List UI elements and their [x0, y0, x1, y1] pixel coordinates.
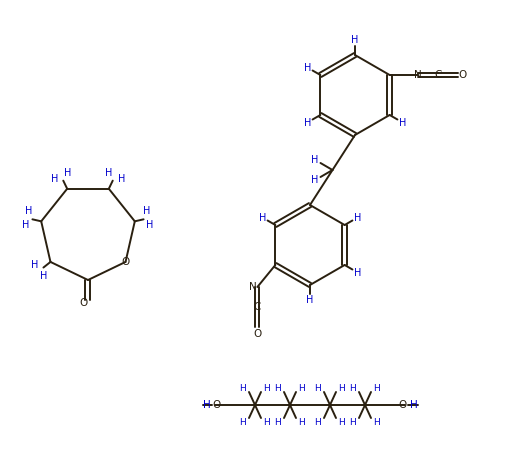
Text: H: H: [373, 418, 380, 426]
Text: H: H: [310, 175, 318, 185]
Text: H: H: [146, 220, 154, 230]
Text: O: O: [252, 329, 261, 339]
Text: H: H: [22, 220, 30, 230]
Text: H: H: [40, 271, 47, 281]
Text: H: H: [353, 268, 361, 278]
Text: H: H: [350, 35, 358, 45]
Text: H: H: [143, 207, 150, 216]
Text: H: H: [303, 118, 311, 128]
Text: O: O: [121, 257, 129, 267]
Text: C: C: [433, 70, 440, 80]
Text: C: C: [253, 302, 261, 312]
Text: H: H: [310, 155, 318, 165]
Text: O: O: [213, 400, 221, 410]
Text: H: H: [239, 418, 246, 426]
Text: H: H: [258, 213, 266, 223]
Text: N: N: [413, 70, 421, 80]
Text: H: H: [353, 213, 361, 223]
Text: H: H: [117, 174, 125, 184]
Text: H: H: [239, 384, 246, 392]
Text: H: H: [349, 384, 356, 392]
Text: H: H: [263, 418, 270, 426]
Text: H: H: [314, 418, 321, 426]
Text: H: H: [31, 260, 39, 270]
Text: H: H: [263, 384, 270, 392]
Text: H: H: [338, 384, 345, 392]
Text: H: H: [306, 295, 313, 305]
Text: H: H: [274, 418, 281, 426]
Text: H: H: [25, 207, 33, 216]
Text: H: H: [274, 384, 281, 392]
Text: H: H: [373, 384, 380, 392]
Text: H: H: [303, 62, 311, 73]
Text: O: O: [398, 400, 407, 410]
Text: H: H: [203, 400, 211, 410]
Text: H: H: [51, 174, 59, 184]
Text: O: O: [80, 298, 88, 308]
Text: H: H: [410, 400, 417, 410]
Text: H: H: [349, 418, 356, 426]
Text: H: H: [298, 418, 305, 426]
Text: H: H: [338, 418, 345, 426]
Text: H: H: [314, 384, 321, 392]
Text: H: H: [298, 384, 305, 392]
Text: H: H: [64, 168, 71, 178]
Text: H: H: [105, 168, 112, 178]
Text: O: O: [458, 70, 466, 80]
Text: H: H: [398, 118, 406, 128]
Text: N: N: [249, 282, 257, 292]
